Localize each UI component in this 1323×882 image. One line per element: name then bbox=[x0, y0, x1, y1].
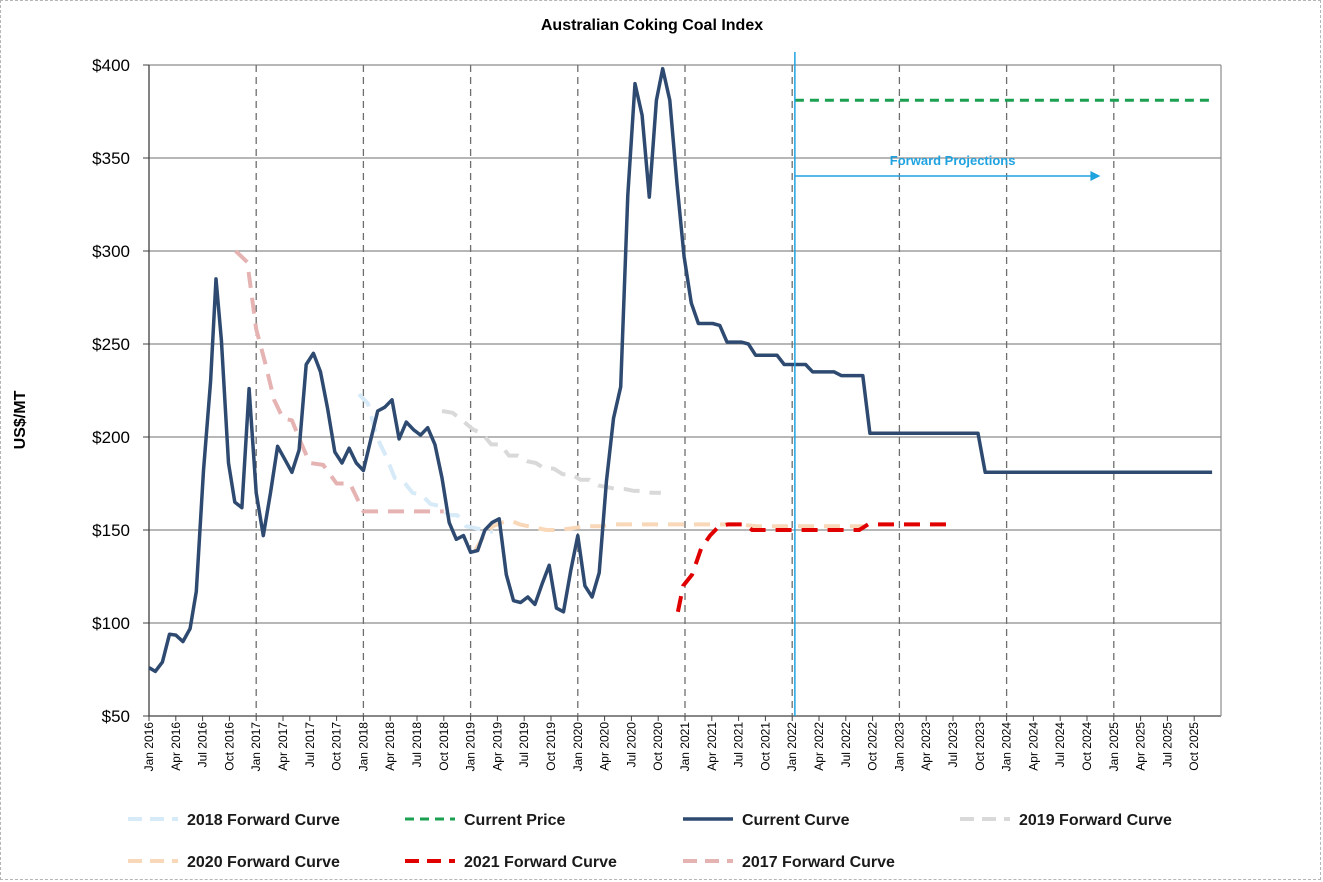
x-tick-label: Jul 2025 bbox=[1160, 722, 1174, 768]
x-tick-label: Jan 2020 bbox=[571, 722, 585, 772]
x-tick-label: Jan 2019 bbox=[464, 722, 478, 772]
legend-label: 2018 Forward Curve bbox=[187, 812, 340, 829]
projection-label: Forward Projections bbox=[890, 153, 1016, 168]
legend-label: Current Curve bbox=[742, 812, 850, 829]
chart-title: Australian Coking Coal Index bbox=[541, 17, 763, 34]
series-lines bbox=[148, 66, 1213, 674]
y-tick-label: $250 bbox=[92, 335, 130, 354]
x-tick-label: Jan 2023 bbox=[892, 722, 906, 772]
chart-legend: 2018 Forward Curve Current Price Current C… bbox=[128, 812, 1172, 871]
legend-item: Current Curve bbox=[683, 812, 850, 829]
x-tick-label: Oct 2022 bbox=[866, 722, 880, 771]
legend-item: 2018 Forward Curve bbox=[128, 812, 340, 829]
y-tick-label: $200 bbox=[92, 428, 130, 447]
x-tick-label: Jan 2024 bbox=[1000, 722, 1014, 772]
legend-item: 2017 Forward Curve bbox=[683, 854, 895, 871]
forward-projection-annotation: Forward Projections bbox=[794, 52, 1101, 716]
x-tick-label: Apr 2018 bbox=[383, 722, 397, 771]
x-tick-label: Jul 2024 bbox=[1053, 722, 1067, 768]
x-tick-label: Oct 2021 bbox=[758, 722, 772, 771]
legend-label: 2017 Forward Curve bbox=[742, 854, 895, 871]
legend-item: 2021 Forward Curve bbox=[405, 854, 617, 871]
x-tick-label: Jul 2016 bbox=[196, 722, 210, 768]
x-tick-label: Apr 2024 bbox=[1026, 722, 1040, 771]
x-tick-label: Oct 2019 bbox=[544, 722, 558, 771]
y-tick-label: $150 bbox=[92, 521, 130, 540]
x-tick-label: Oct 2018 bbox=[437, 722, 451, 771]
x-tick-label: Jan 2018 bbox=[356, 722, 370, 772]
y-tick-label: $300 bbox=[92, 242, 130, 261]
y-tick-label: $50 bbox=[102, 707, 130, 726]
y-axis-ticks: $50 $100 $150 $200 $250 $300 $350 $400 bbox=[92, 56, 149, 726]
x-tick-label: Apr 2020 bbox=[598, 722, 612, 771]
x-tick-label: Jan 2016 bbox=[142, 722, 156, 772]
y-tick-label: $350 bbox=[92, 149, 130, 168]
series-2018-forward-curve bbox=[357, 392, 494, 534]
vertical-gridlines bbox=[255, 65, 1115, 716]
x-tick-label: Apr 2025 bbox=[1134, 722, 1148, 771]
legend-item: 2019 Forward Curve bbox=[960, 812, 1172, 829]
legend-label: 2021 Forward Curve bbox=[464, 854, 617, 871]
x-tick-label: Apr 2019 bbox=[490, 722, 504, 771]
x-tick-label: Oct 2017 bbox=[330, 722, 344, 771]
y-tick-label: $100 bbox=[92, 614, 130, 633]
x-tick-label: Jul 2018 bbox=[410, 722, 424, 768]
x-tick-label: Jan 2017 bbox=[249, 722, 263, 772]
x-tick-label: Jul 2022 bbox=[839, 722, 853, 768]
x-tick-label: Jul 2017 bbox=[303, 722, 317, 768]
x-axis-ticks: Jan 2016 Apr 2016 Jul 2016 Oct 2016 Jan 2017… bbox=[142, 716, 1201, 771]
x-tick-label: Apr 2016 bbox=[169, 722, 183, 771]
x-tick-label: Jan 2022 bbox=[785, 722, 799, 772]
x-tick-label: Jan 2021 bbox=[678, 722, 692, 772]
legend-label: 2020 Forward Curve bbox=[187, 854, 340, 871]
legend-item: Current Price bbox=[405, 812, 565, 829]
projection-arrowhead-icon bbox=[1090, 171, 1101, 181]
x-tick-label: Oct 2024 bbox=[1080, 722, 1094, 771]
x-tick-label: Jul 2023 bbox=[946, 722, 960, 768]
legend-label: Current Price bbox=[464, 812, 565, 829]
x-tick-label: Oct 2020 bbox=[651, 722, 665, 771]
x-tick-label: Apr 2021 bbox=[705, 722, 719, 771]
x-tick-label: Oct 2025 bbox=[1187, 722, 1201, 771]
horizontal-gridlines bbox=[148, 64, 1222, 717]
y-axis-label: US$/MT bbox=[12, 390, 29, 449]
x-tick-label: Jul 2020 bbox=[624, 722, 638, 768]
x-tick-label: Apr 2017 bbox=[276, 722, 290, 771]
series-current-curve bbox=[148, 66, 1213, 674]
legend-item: 2020 Forward Curve bbox=[128, 854, 340, 871]
series-2021-forward-curve bbox=[675, 522, 953, 613]
x-tick-label: Apr 2022 bbox=[812, 722, 826, 771]
x-tick-label: Oct 2023 bbox=[973, 722, 987, 771]
x-tick-label: Oct 2016 bbox=[222, 722, 236, 771]
series-2019-forward-curve bbox=[441, 409, 661, 495]
legend-label: 2019 Forward Curve bbox=[1019, 812, 1172, 829]
series-2017-forward-curve bbox=[234, 249, 444, 514]
x-tick-label: Jan 2025 bbox=[1107, 722, 1121, 772]
series-2020-forward-curve bbox=[473, 518, 864, 552]
y-tick-label: $400 bbox=[92, 56, 130, 75]
x-tick-label: Jul 2019 bbox=[517, 722, 531, 768]
x-tick-label: Apr 2023 bbox=[919, 722, 933, 771]
x-tick-label: Jul 2021 bbox=[732, 722, 746, 768]
